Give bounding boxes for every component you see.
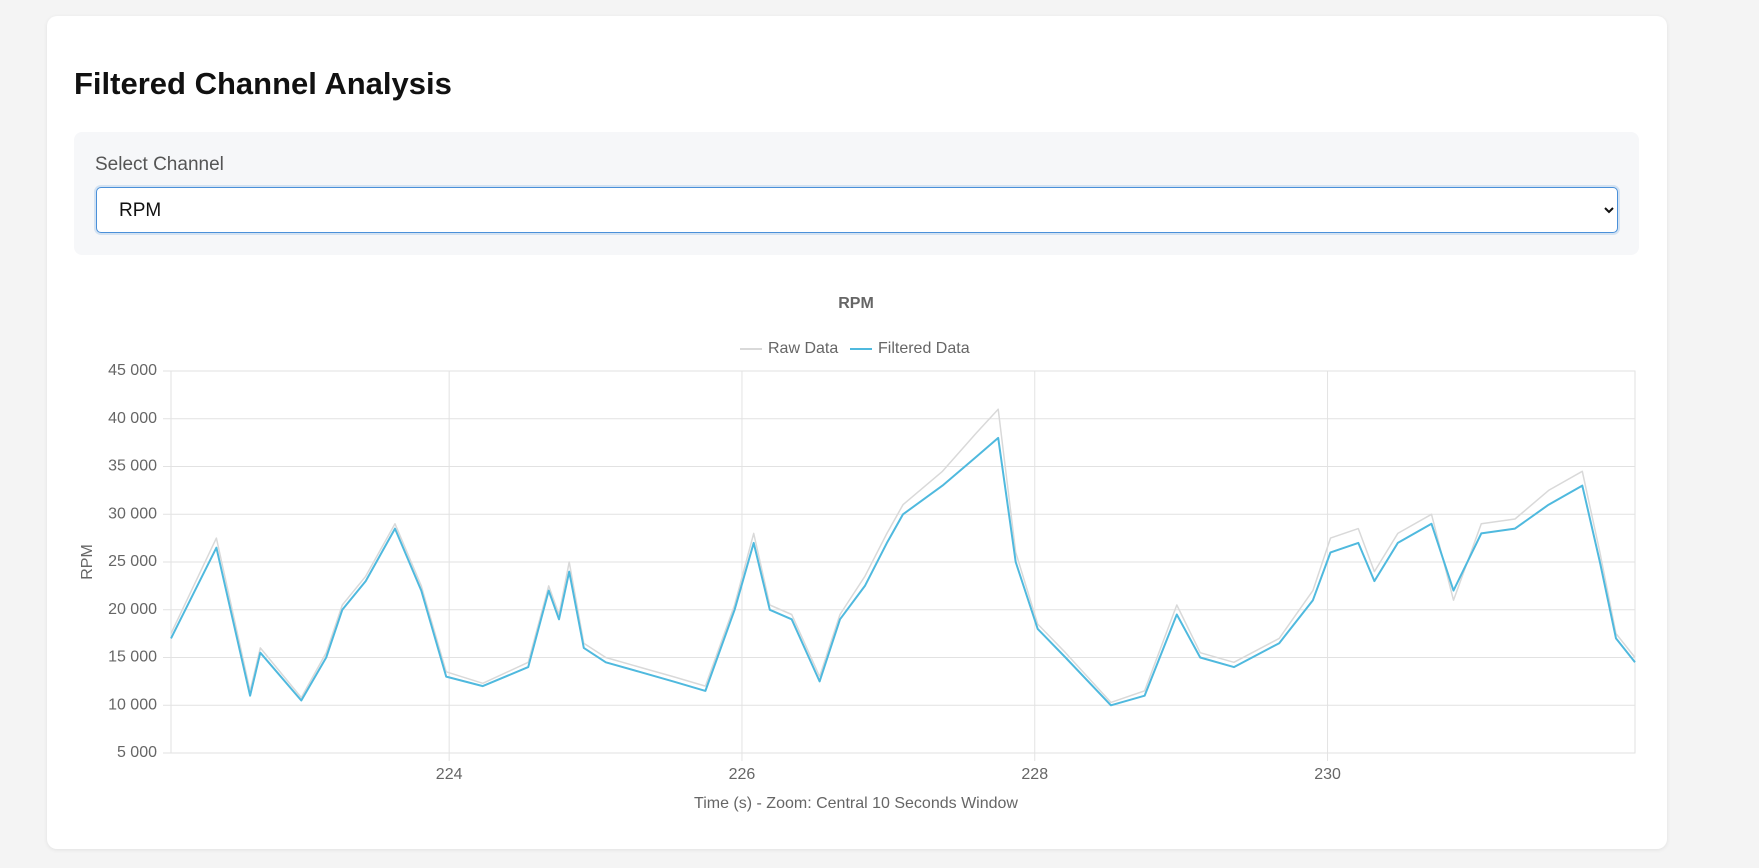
- y-tick-label: 25 000: [108, 553, 157, 570]
- x-tick-label: 230: [1314, 766, 1341, 783]
- chart-title: RPM: [838, 295, 874, 312]
- y-tick-label: 20 000: [108, 601, 157, 618]
- y-tick-label: 45 000: [108, 362, 157, 379]
- y-tick-label: 40 000: [108, 410, 157, 427]
- y-tick-label: 15 000: [108, 649, 157, 666]
- page-title: Filtered Channel Analysis: [74, 66, 452, 101]
- x-tick-label: 228: [1021, 766, 1048, 783]
- select-label: Select Channel: [95, 154, 224, 175]
- chart: RPM Time (s) - Zoom: Central 10 Seconds …: [79, 295, 1636, 812]
- x-tick-label: 226: [729, 766, 756, 783]
- legend-label: Filtered Data: [878, 340, 970, 357]
- data-line: [170, 408, 1636, 704]
- y-tick-label: 35 000: [108, 458, 157, 475]
- x-tick-label: 224: [436, 766, 463, 783]
- y-tick-label: 5 000: [117, 744, 157, 761]
- x-axis-label: Time (s) - Zoom: Central 10 Seconds Wind…: [694, 795, 1018, 812]
- y-tick-label: 10 000: [108, 696, 157, 713]
- y-axis-label: RPM: [79, 544, 96, 580]
- legend-label: Raw Data: [768, 340, 838, 357]
- channel-select[interactable]: RPM: [96, 187, 1618, 233]
- y-tick-label: 30 000: [108, 505, 157, 522]
- data-line: [170, 436, 1636, 707]
